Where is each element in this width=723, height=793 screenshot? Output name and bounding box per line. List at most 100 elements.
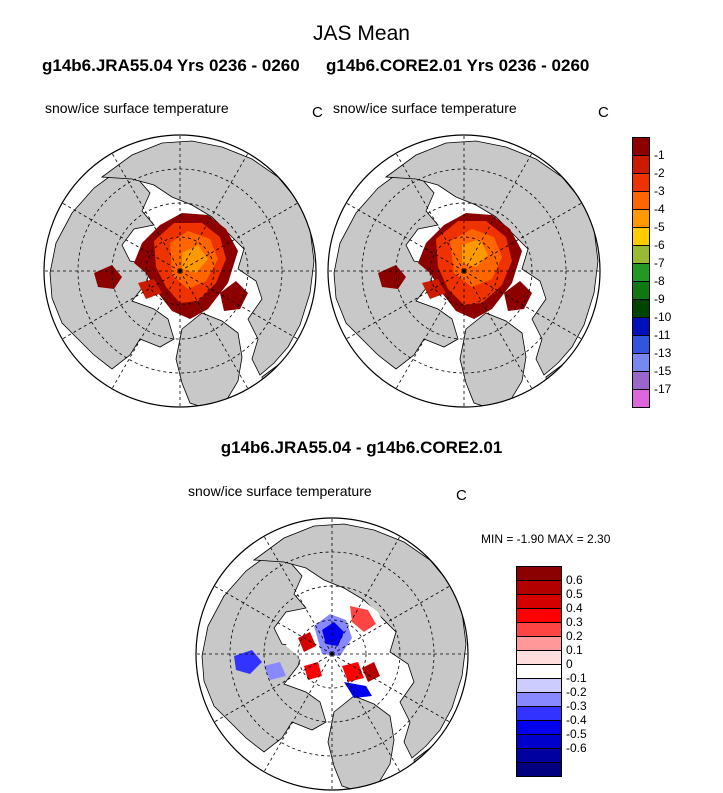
meridian-line <box>111 153 181 272</box>
case-title-left: g14b6.JRA55.04 Yrs 0236 - 0260 <box>42 56 300 75</box>
colorbar-diff-swatch <box>516 720 562 735</box>
colorbar-top-swatch <box>632 389 650 408</box>
ice-temperature-contour <box>350 606 376 632</box>
ice-temperature-contour <box>220 281 248 311</box>
ice-temperature-contour <box>462 239 488 267</box>
colorbar-top-label: -11 <box>654 328 671 342</box>
ice-temperature-contour <box>138 279 162 299</box>
colorbar-top-label: -3 <box>654 184 665 198</box>
meridian-line <box>263 653 333 772</box>
units-label-right: C <box>598 104 609 121</box>
land-mass <box>459 312 527 407</box>
colorbar-diff-swatch <box>516 608 562 623</box>
colorbar-diff-swatch <box>516 664 562 679</box>
colorbar-diff-label: 0.6 <box>566 573 583 587</box>
meridian-line <box>463 270 533 389</box>
ice-temperature-contour <box>182 245 208 273</box>
meridian-line <box>331 585 450 655</box>
units-label-left: C <box>312 104 323 121</box>
colorbar-diff-label: 0.4 <box>566 601 583 615</box>
colorbar-diff-swatch <box>516 566 562 581</box>
latitude-circle <box>429 236 499 306</box>
colorbar-top-swatch <box>632 191 650 210</box>
colorbar-diff-label: 0 <box>566 657 573 671</box>
field-label-right: snow/ice surface temperature <box>333 100 517 116</box>
map-border <box>195 517 469 791</box>
colorbar-diff-swatch <box>516 580 562 595</box>
ice-temperature-contour <box>234 650 262 674</box>
field-label-left: snow/ice surface temperature <box>45 100 229 116</box>
colorbar-diff-label: -0.5 <box>566 727 587 741</box>
ice-temperature-contour <box>298 632 316 652</box>
min-max-label: MIN = -1.90 MAX = 2.30 <box>481 532 611 546</box>
land-mass <box>252 523 467 759</box>
land-mass <box>327 695 395 790</box>
meridian-line <box>62 202 181 272</box>
colorbar-top-swatch <box>632 281 650 300</box>
colorbar-top-swatch <box>632 317 650 336</box>
colorbar-diff-label: 0.5 <box>566 587 583 601</box>
land-mass <box>385 777 407 790</box>
meridian-line <box>62 270 181 340</box>
meridian-line <box>346 202 465 272</box>
field-label-diff: snow/ice surface temperature <box>188 483 372 499</box>
colorbar-top-label: -17 <box>654 382 672 396</box>
polar-map-diff <box>195 517 469 791</box>
latitude-circle <box>145 236 215 306</box>
meridian-line <box>179 270 249 389</box>
colorbar-diff-label: -0.4 <box>566 713 587 727</box>
meridian-line <box>111 270 181 389</box>
colorbar-top-label: -2 <box>654 166 665 180</box>
meridian-line <box>463 270 582 340</box>
colorbar-top-swatch <box>632 245 650 264</box>
colorbar-top-swatch <box>632 173 650 192</box>
meridian-line <box>179 202 298 272</box>
meridian-line <box>214 653 333 723</box>
ice-temperature-contour <box>504 281 532 311</box>
meridian-line <box>179 270 298 340</box>
colorbar-diff-label: -0.1 <box>566 671 587 685</box>
colorbar-top-label: -10 <box>654 310 672 324</box>
colorbar-top-swatch <box>632 335 650 354</box>
ice-temperature-contour <box>342 662 364 682</box>
colorbar-diff-swatch <box>516 678 562 693</box>
colorbar-top-label: -9 <box>654 292 665 306</box>
colorbar-top-swatch <box>632 155 650 174</box>
colorbar-diff-swatch <box>516 748 562 763</box>
latitude-circle <box>297 619 367 689</box>
map-border <box>327 134 601 408</box>
colorbar-top-swatch <box>632 227 650 246</box>
meridian-line <box>395 270 465 389</box>
meridian-line <box>463 153 533 272</box>
colorbar-top-label: -5 <box>654 220 665 234</box>
case-title-right: g14b6.CORE2.01 Yrs 0236 - 0260 <box>326 56 590 75</box>
ice-temperature-contour <box>422 279 446 299</box>
colorbar-top-swatch <box>632 299 650 318</box>
colorbar-diff-swatch <box>516 706 562 721</box>
colorbar-diff-swatch <box>516 762 562 777</box>
meridian-line <box>463 202 582 272</box>
meridian-line <box>395 153 465 272</box>
colorbar-diff-label: 0.2 <box>566 629 583 643</box>
meridian-line <box>346 270 465 340</box>
colorbar-top-label: -7 <box>654 256 665 270</box>
meridian-line <box>214 585 333 655</box>
diff-title: g14b6.JRA55.04 - g14b6.CORE2.01 <box>220 438 503 457</box>
meridian-line <box>179 153 249 272</box>
colorbar-top-swatch <box>632 263 650 282</box>
land-mass <box>100 140 315 376</box>
land-mass <box>201 551 327 753</box>
ice-temperature-contour <box>362 662 380 682</box>
meridian-line <box>263 536 333 655</box>
ice-temperature-contour <box>344 682 372 698</box>
graticule <box>328 135 600 407</box>
colorbar-diff-swatch <box>516 692 562 707</box>
colorbar-top-label: -1 <box>654 148 665 162</box>
meridian-line <box>331 536 401 655</box>
colorbar-top-label: -6 <box>654 238 665 252</box>
colorbar-top-label: -4 <box>654 202 665 216</box>
units-label-diff: C <box>456 487 467 504</box>
land-mass <box>233 394 255 407</box>
colorbar-top-swatch <box>632 137 650 156</box>
land-mass <box>384 140 599 376</box>
